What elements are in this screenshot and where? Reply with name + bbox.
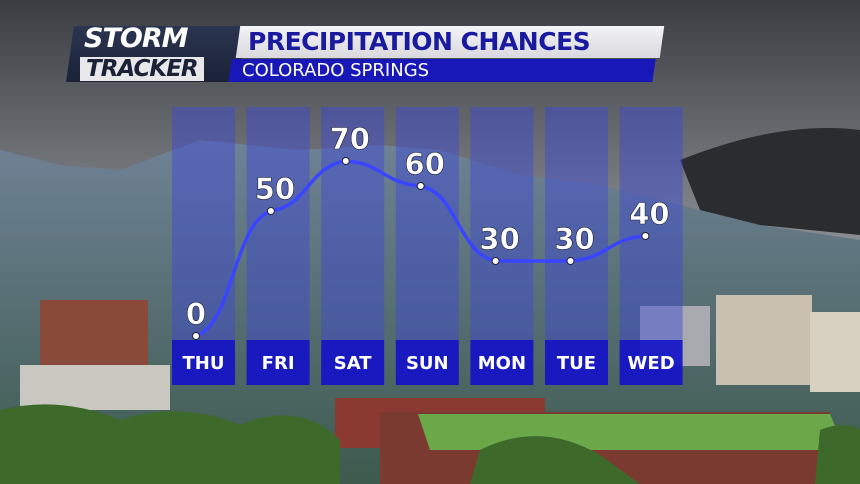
day-label: FRI <box>262 353 295 374</box>
day-label-box <box>172 340 235 385</box>
day-label: SUN <box>406 353 449 374</box>
day-label: MON <box>478 353 526 374</box>
page-title: PRECIPITATION CHANCES <box>248 27 591 56</box>
data-label: 30 <box>554 222 594 256</box>
day-label: SAT <box>334 353 372 374</box>
data-label: 30 <box>479 222 519 256</box>
day-label: THU <box>183 353 225 374</box>
day-column <box>395 107 459 340</box>
day-label: TUE <box>557 353 596 374</box>
data-label: 40 <box>629 197 669 231</box>
brand-line1: STORM <box>84 23 188 54</box>
data-point <box>491 257 500 265</box>
day-column <box>619 107 683 340</box>
day-column <box>470 107 534 340</box>
data-point <box>641 232 650 240</box>
data-label: 0 <box>186 297 206 331</box>
day-column <box>321 107 385 340</box>
day-label-box <box>321 340 385 385</box>
location-subtitle: COLORADO SPRINGS <box>242 60 430 81</box>
day-label: WED <box>628 353 675 374</box>
data-point <box>266 207 275 215</box>
data-point <box>341 157 350 165</box>
data-point <box>192 332 200 340</box>
data-label: 60 <box>405 147 445 181</box>
data-label: 50 <box>255 172 295 206</box>
data-label: 70 <box>330 122 370 156</box>
data-point <box>416 182 425 190</box>
data-point <box>566 257 575 265</box>
day-column <box>545 107 608 340</box>
day-label-box <box>470 340 534 385</box>
day-label-box <box>619 340 683 385</box>
brand-line2: TRACKER <box>80 57 204 81</box>
day-label-box <box>545 340 608 385</box>
day-label-box <box>246 340 310 385</box>
day-label-box <box>395 340 459 385</box>
